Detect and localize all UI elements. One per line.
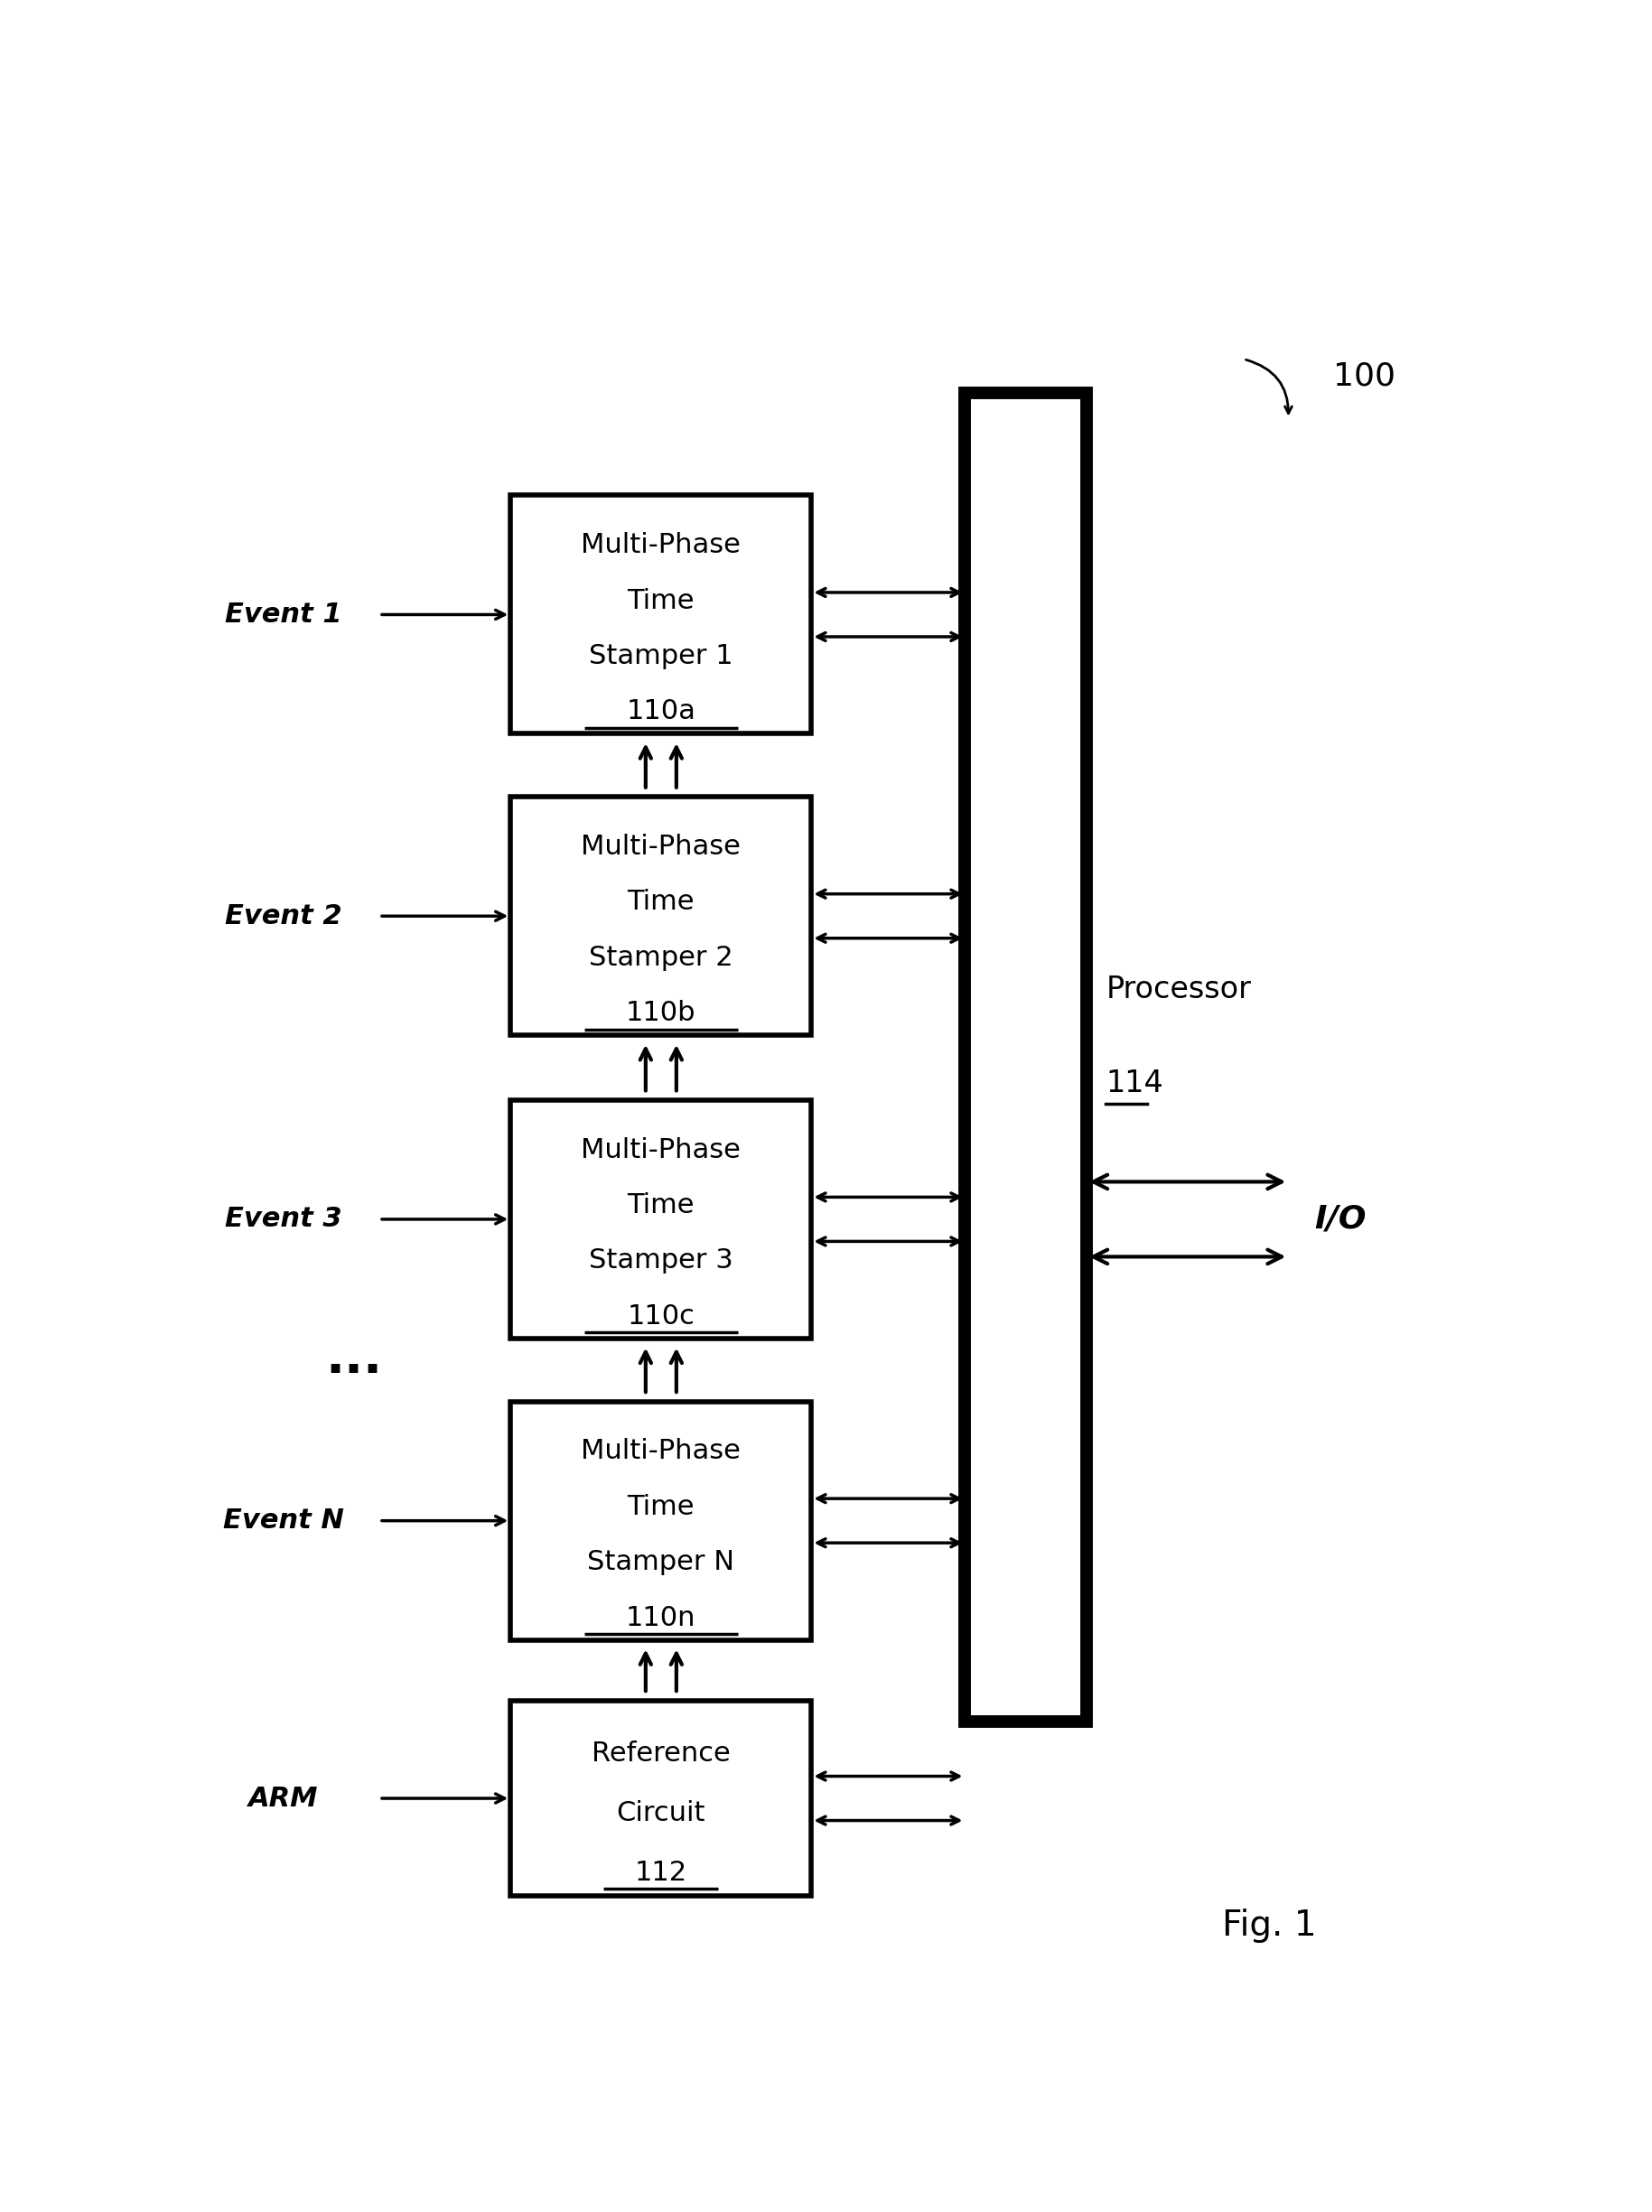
- Text: 112: 112: [634, 1860, 687, 1885]
- Text: Stamper 2: Stamper 2: [588, 945, 733, 971]
- Text: Reference: Reference: [591, 1741, 730, 1767]
- FancyBboxPatch shape: [965, 394, 1087, 1721]
- Text: Event 3: Event 3: [225, 1206, 342, 1232]
- Text: 110a: 110a: [626, 699, 695, 726]
- Text: Stamper N: Stamper N: [588, 1548, 735, 1575]
- FancyBboxPatch shape: [510, 796, 811, 1035]
- FancyBboxPatch shape: [510, 495, 811, 734]
- Text: Multi-Phase: Multi-Phase: [582, 1438, 740, 1464]
- Text: Time: Time: [628, 1192, 694, 1219]
- Text: Multi-Phase: Multi-Phase: [582, 1137, 740, 1164]
- Text: Multi-Phase: Multi-Phase: [582, 834, 740, 860]
- Text: Multi-Phase: Multi-Phase: [582, 533, 740, 557]
- Text: Circuit: Circuit: [616, 1801, 705, 1827]
- Text: Event 1: Event 1: [225, 602, 342, 628]
- Text: Processor: Processor: [1105, 975, 1251, 1004]
- Text: Stamper 1: Stamper 1: [588, 644, 733, 670]
- Text: 110c: 110c: [628, 1303, 695, 1329]
- Text: Stamper 3: Stamper 3: [588, 1248, 733, 1274]
- Text: Event N: Event N: [223, 1509, 344, 1533]
- FancyBboxPatch shape: [510, 1701, 811, 1896]
- Text: 114: 114: [1105, 1068, 1163, 1097]
- FancyBboxPatch shape: [510, 1099, 811, 1338]
- Text: Event 2: Event 2: [225, 902, 342, 929]
- Text: Fig. 1: Fig. 1: [1222, 1909, 1317, 1944]
- Text: 110n: 110n: [626, 1604, 695, 1630]
- Text: I/O: I/O: [1313, 1203, 1366, 1234]
- Text: Time: Time: [628, 889, 694, 916]
- FancyBboxPatch shape: [510, 1402, 811, 1639]
- Text: ...: ...: [325, 1334, 382, 1382]
- Text: ARM: ARM: [248, 1785, 319, 1812]
- Text: 100: 100: [1333, 361, 1396, 392]
- Text: 110b: 110b: [626, 1000, 695, 1026]
- Text: Time: Time: [628, 588, 694, 615]
- Text: Time: Time: [628, 1493, 694, 1520]
